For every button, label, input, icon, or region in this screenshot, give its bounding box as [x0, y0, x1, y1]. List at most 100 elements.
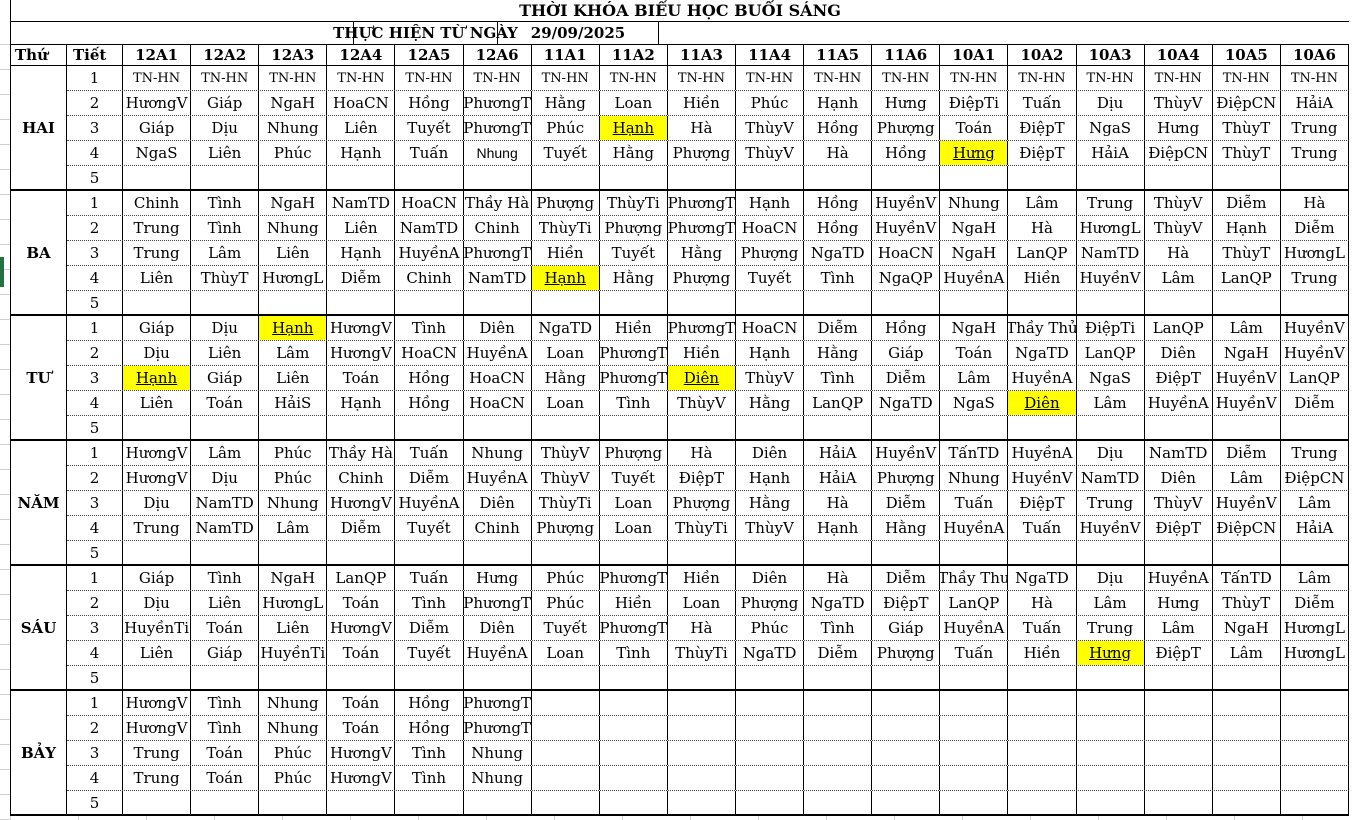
cell-2-p2-10A6[interactable]: Diễm — [1281, 216, 1349, 240]
cell-3-p3-11A2[interactable]: PhươngT — [600, 366, 668, 390]
cell-1-p4-11A3[interactable]: Phượng — [668, 141, 736, 165]
cell-6-p3-10A1[interactable] — [940, 741, 1009, 765]
cell-2-p1-10A4[interactable]: ThùyV — [1145, 191, 1213, 215]
cell-5-p1-11A1[interactable]: Phúc — [532, 566, 600, 590]
cell-5-p5-12A1[interactable] — [123, 666, 192, 689]
cell-5-p3-10A3[interactable]: Trung — [1077, 616, 1145, 640]
period-number[interactable]: 2 — [67, 216, 123, 240]
cell-1-p5-12A3[interactable] — [259, 166, 328, 189]
cell-1-p4-12A3[interactable]: Phúc — [259, 141, 328, 165]
cell-2-p1-11A6[interactable]: HuyềnV — [872, 191, 941, 215]
cell-2-p4-11A4[interactable]: Tuyết — [736, 266, 805, 290]
period-number[interactable]: 4 — [67, 516, 123, 540]
cell-4-p3-11A6[interactable]: Diễm — [872, 491, 941, 515]
cell-2-p5-11A6[interactable] — [872, 291, 941, 314]
cell-5-p3-10A2[interactable]: Tuấn — [1008, 616, 1077, 640]
cell-6-p4-12A2[interactable]: Toán — [191, 766, 260, 790]
cell-4-p2-10A2[interactable]: HuyềnV — [1008, 466, 1077, 490]
cell-1-p5-10A4[interactable] — [1145, 166, 1213, 189]
cell-4-p1-11A5[interactable]: HảiA — [804, 441, 873, 465]
effective-date-value[interactable]: 29/09/2025 — [498, 22, 659, 44]
cell-6-p4-11A1[interactable] — [532, 766, 600, 790]
cell-1-p4-10A4[interactable]: ĐiệpCN — [1145, 141, 1213, 165]
cell-5-p5-11A1[interactable] — [532, 666, 600, 689]
cell-1-p4-12A4[interactable]: Hạnh — [327, 141, 396, 165]
cell-1-p3-12A4[interactable]: Liên — [327, 116, 396, 140]
cell-1-p5-12A5[interactable] — [395, 166, 464, 189]
cell-3-p5-12A3[interactable] — [259, 416, 328, 439]
cell-5-p3-12A4[interactable]: HươngV — [327, 616, 396, 640]
cell-2-p5-10A6[interactable] — [1281, 291, 1349, 314]
cell-5-p4-10A1[interactable]: Tuấn — [940, 641, 1009, 665]
cell-4-p1-10A4[interactable]: NamTD — [1145, 441, 1213, 465]
cell-5-p5-12A3[interactable] — [259, 666, 328, 689]
period-number[interactable]: 5 — [67, 416, 123, 439]
cell-5-p2-12A3[interactable]: HươngL — [259, 591, 328, 615]
cell-1-p2-12A5[interactable]: Hồng — [395, 91, 464, 115]
cell-5-p2-10A5[interactable]: ThùyT — [1213, 591, 1281, 615]
cell-3-p1-10A6[interactable]: HuyềnV — [1281, 316, 1349, 340]
cell-2-p3-10A4[interactable]: Hà — [1145, 241, 1213, 265]
cell-6-p3-11A5[interactable] — [804, 741, 873, 765]
cell-4-p1-12A2[interactable]: Lâm — [191, 441, 260, 465]
cell-6-p5-11A3[interactable] — [668, 791, 736, 814]
cell-6-p2-10A3[interactable] — [1077, 716, 1145, 740]
cell-2-p5-11A5[interactable] — [804, 291, 873, 314]
cell-6-p3-11A3[interactable] — [668, 741, 736, 765]
cell-5-p3-10A5[interactable]: NgaH — [1213, 616, 1281, 640]
cell-6-p1-12A6[interactable]: PhươngT — [464, 691, 532, 715]
cell-5-p5-12A2[interactable] — [191, 666, 260, 689]
col-header-12A6[interactable]: 12A6 — [464, 45, 532, 65]
cell-1-p1-11A6[interactable]: TN-HN — [872, 66, 941, 90]
cell-4-p5-11A4[interactable] — [736, 541, 805, 564]
cell-4-p4-10A6[interactable]: HảiA — [1281, 516, 1349, 540]
cell-6-p4-10A5[interactable] — [1213, 766, 1281, 790]
cell-5-p1-12A4[interactable]: LanQP — [327, 566, 396, 590]
cell-1-p2-11A1[interactable]: Hằng — [532, 91, 600, 115]
cell-6-p2-11A1[interactable] — [532, 716, 600, 740]
cell-1-p2-10A4[interactable]: ThùyV — [1145, 91, 1213, 115]
day-label[interactable]: TƯ — [11, 316, 67, 441]
cell-3-p4-11A4[interactable]: Hằng — [736, 391, 805, 415]
cell-3-p2-12A2[interactable]: Liên — [191, 341, 260, 365]
cell-1-p5-11A3[interactable] — [668, 166, 736, 189]
cell-3-p5-12A6[interactable] — [464, 416, 532, 439]
cell-5-p2-11A1[interactable]: Phúc — [532, 591, 600, 615]
cell-4-p3-11A2[interactable]: Loan — [600, 491, 668, 515]
cell-4-p5-12A5[interactable] — [395, 541, 464, 564]
cell-6-p3-10A5[interactable] — [1213, 741, 1281, 765]
cell-1-p4-11A2[interactable]: Hằng — [600, 141, 668, 165]
period-number[interactable]: 4 — [67, 766, 123, 790]
cell-2-p4-12A3[interactable]: HươngL — [259, 266, 328, 290]
cell-4-p4-10A2[interactable]: Tuấn — [1008, 516, 1077, 540]
cell-3-p1-11A3[interactable]: PhươngT — [668, 316, 736, 340]
cell-6-p1-11A5[interactable] — [804, 691, 873, 715]
cell-6-p1-10A1[interactable] — [940, 691, 1009, 715]
cell-2-p1-11A1[interactable]: Phượng — [532, 191, 600, 215]
cell-3-p4-12A4[interactable]: Hạnh — [327, 391, 396, 415]
cell-2-p2-10A4[interactable]: ThùyV — [1145, 216, 1213, 240]
cell-3-p4-10A5[interactable]: HuyềnV — [1213, 391, 1281, 415]
cell-4-p4-12A6[interactable]: Chinh — [464, 516, 532, 540]
cell-2-p5-12A6[interactable] — [464, 291, 532, 314]
col-header-10A2[interactable]: 10A2 — [1008, 45, 1077, 65]
cell-6-p1-10A5[interactable] — [1213, 691, 1281, 715]
cell-4-p3-12A6[interactable]: Diên — [464, 491, 532, 515]
cell-4-p3-10A3[interactable]: Trung — [1077, 491, 1145, 515]
cell-3-p4-12A5[interactable]: Hồng — [395, 391, 464, 415]
cell-4-p4-12A3[interactable]: Lâm — [259, 516, 328, 540]
cell-1-p1-12A1[interactable]: TN-HN — [123, 66, 192, 90]
cell-2-p4-11A2[interactable]: Hằng — [600, 266, 668, 290]
cell-6-p1-12A5[interactable]: Hồng — [395, 691, 464, 715]
cell-3-p3-12A3[interactable]: Liên — [259, 366, 328, 390]
cell-3-p1-10A1[interactable]: NgaH — [940, 316, 1009, 340]
cell-3-p5-12A5[interactable] — [395, 416, 464, 439]
cell-5-p2-11A2[interactable]: Hiền — [600, 591, 668, 615]
col-header-11A6[interactable]: 11A6 — [872, 45, 941, 65]
cell-6-p5-12A6[interactable] — [464, 791, 532, 814]
cell-6-p5-10A1[interactable] — [940, 791, 1009, 814]
cell-4-p1-10A5[interactable]: Diễm — [1213, 441, 1281, 465]
cell-4-p2-11A5[interactable]: HảiA — [804, 466, 873, 490]
cell-4-p5-12A4[interactable] — [327, 541, 396, 564]
cell-3-p3-12A5[interactable]: Hồng — [395, 366, 464, 390]
